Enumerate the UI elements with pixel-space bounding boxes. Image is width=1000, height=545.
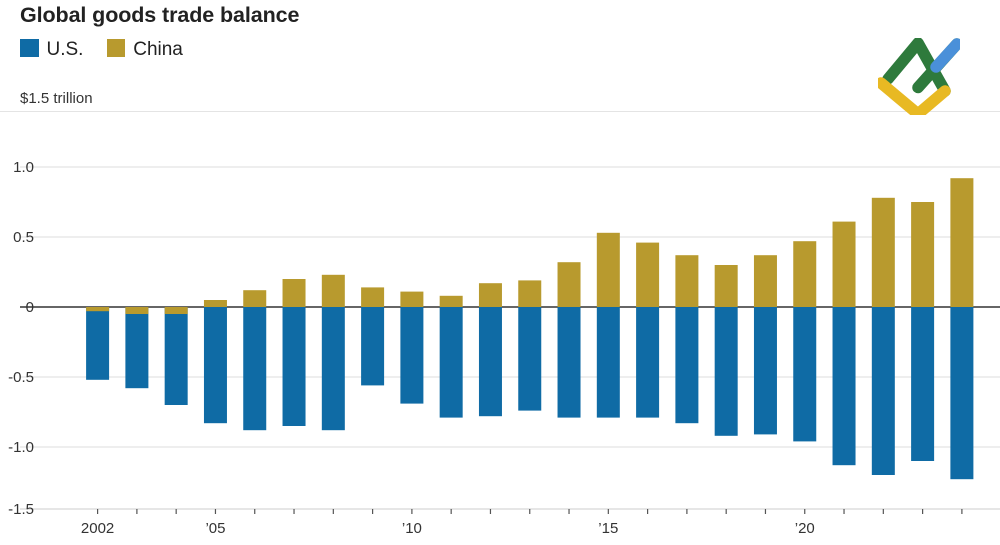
- svg-text:’20: ’20: [795, 520, 815, 537]
- svg-text:’05: ’05: [205, 520, 225, 537]
- svg-text:-0.5: -0.5: [8, 369, 34, 386]
- svg-text:’10: ’10: [402, 520, 422, 537]
- svg-text:0: 0: [26, 299, 34, 316]
- svg-text:0.5: 0.5: [13, 229, 34, 246]
- svg-text:1.0: 1.0: [13, 159, 34, 176]
- svg-text:’15: ’15: [598, 520, 618, 537]
- svg-text:-1.5: -1.5: [8, 501, 34, 518]
- svg-text:2002: 2002: [81, 520, 114, 537]
- svg-text:-1.0: -1.0: [8, 439, 34, 456]
